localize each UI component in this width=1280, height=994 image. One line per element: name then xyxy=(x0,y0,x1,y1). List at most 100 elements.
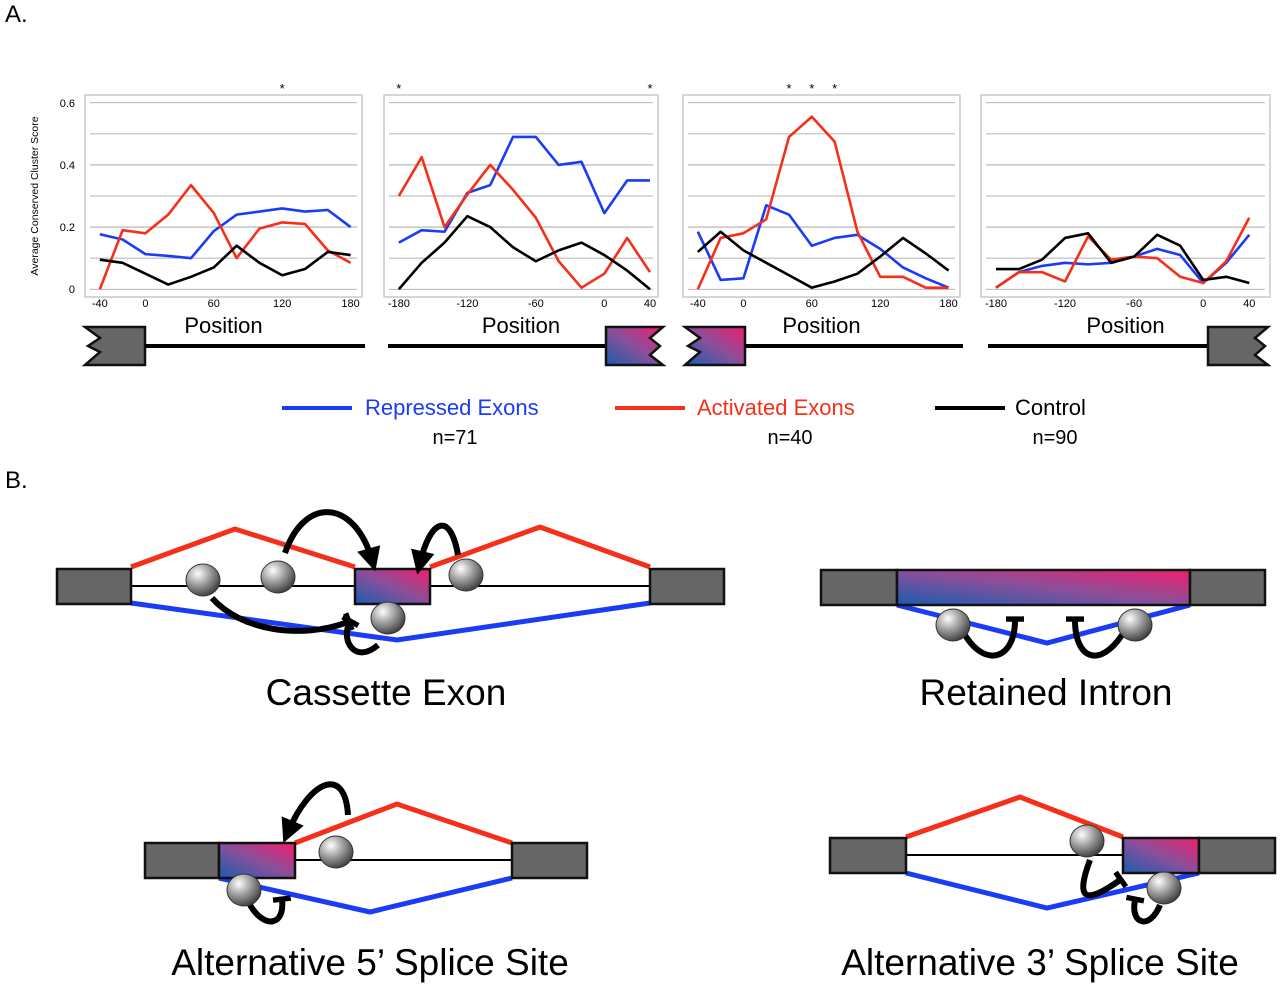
legend-count: n=71 xyxy=(432,427,477,449)
retained-intron-diagram: Retained Intron xyxy=(819,568,1267,713)
exon xyxy=(828,836,908,875)
series-line xyxy=(99,207,352,260)
intron-region xyxy=(895,568,1192,607)
x-tick-label: 60 xyxy=(208,298,220,310)
legend-label: Control xyxy=(1015,395,1086,420)
series-line xyxy=(398,135,651,244)
y-tick-label: 0 xyxy=(69,284,75,296)
y-axis-title: Average Conserved Cluster Score xyxy=(29,116,41,275)
legend-count: n=90 xyxy=(1032,427,1077,449)
x-tick-label: -40 xyxy=(690,298,706,310)
significance-star: * xyxy=(396,81,401,96)
significance-star: * xyxy=(832,81,837,96)
diagram-label: Alternative 5’ Splice Site xyxy=(171,942,569,983)
proximal-junction xyxy=(905,794,1124,840)
series-line xyxy=(397,155,652,289)
inclusion-junction xyxy=(130,526,356,570)
legend-count: n=40 xyxy=(767,427,812,449)
x-tick-label: -120 xyxy=(1054,298,1076,310)
x-tick-label: -180 xyxy=(985,298,1007,310)
exon xyxy=(55,567,133,606)
repression-arrow xyxy=(1065,616,1125,659)
x-tick-label: -60 xyxy=(1126,298,1142,310)
chart: 0 0.2 0.4 0.6 -40 0 60 120 180 Position Average Co… xyxy=(29,81,363,338)
x-axis-title: Position xyxy=(184,313,262,338)
chart: -180 -120 -60 0 40 Position xyxy=(980,94,1271,338)
distal-junction xyxy=(218,875,513,915)
x-tick-label: 120 xyxy=(871,298,889,310)
exon xyxy=(353,567,432,606)
series-line xyxy=(995,231,1250,285)
x-tick-label: 60 xyxy=(806,298,818,310)
x-axis-title: Position xyxy=(1086,313,1164,338)
significance-star: * xyxy=(786,81,791,96)
diagram-label: Alternative 3’ Splice Site xyxy=(841,942,1239,983)
protein xyxy=(370,601,406,635)
x-tick-label: 0 xyxy=(601,298,607,310)
legend-label: Repressed Exons xyxy=(365,395,539,420)
y-tick-label: 0.2 xyxy=(60,222,75,234)
exon xyxy=(681,325,747,367)
panel-label: B. xyxy=(5,467,28,494)
exon xyxy=(1188,568,1267,607)
exon xyxy=(1206,325,1272,367)
protein xyxy=(935,608,971,642)
diagram-label: Cassette Exon xyxy=(266,672,507,713)
y-tick-label: 0.4 xyxy=(60,160,75,172)
exon xyxy=(604,325,667,367)
x-axis-title: Position xyxy=(482,313,560,338)
chart: -180 -120 -60 0 40 Position * * xyxy=(383,81,659,338)
protein xyxy=(1146,871,1182,905)
repression-arrow xyxy=(247,895,292,925)
series-line xyxy=(397,214,651,291)
protein xyxy=(185,563,221,597)
panel-label: A. xyxy=(5,1,28,28)
activation-arrow xyxy=(282,509,381,572)
repression-arrow xyxy=(962,616,1025,659)
repression-arrow xyxy=(1125,894,1163,925)
activation-arrow xyxy=(411,522,461,575)
exon xyxy=(81,325,147,367)
chart: -40 0 60 120 180 Position * * * xyxy=(682,81,961,338)
series-line xyxy=(696,230,950,289)
series-line xyxy=(98,183,352,290)
x-tick-label: -180 xyxy=(388,298,410,310)
alt3-diagram: Alternative 3’ Splice Site xyxy=(828,794,1277,983)
x-tick-label: 120 xyxy=(273,298,291,310)
series-line xyxy=(696,115,949,290)
cassette-diagram: Cassette Exon xyxy=(55,509,726,713)
repression-arrow xyxy=(341,614,380,656)
exon xyxy=(819,568,899,607)
protein xyxy=(448,558,484,592)
exon xyxy=(1197,836,1277,875)
legend-label: Activated Exons xyxy=(697,395,855,420)
activation-arrow xyxy=(281,781,351,844)
exon xyxy=(217,841,297,880)
x-tick-label: 40 xyxy=(1243,298,1255,310)
x-axis-title: Position xyxy=(782,313,860,338)
protein xyxy=(318,835,354,869)
repression-arrow xyxy=(209,595,355,634)
significance-star: * xyxy=(280,81,285,96)
x-tick-label: 40 xyxy=(644,298,656,310)
inclusion-junction xyxy=(429,524,651,570)
alt5-diagram: Alternative 5’ Splice Site xyxy=(143,781,589,983)
exon xyxy=(143,841,221,880)
gene-glyphs xyxy=(81,325,1272,367)
skipping-junction xyxy=(130,600,651,643)
protein xyxy=(1117,608,1153,642)
y-tick-label: 0.6 xyxy=(60,98,75,110)
x-tick-label: -60 xyxy=(528,298,544,310)
protein xyxy=(1069,824,1105,858)
protein xyxy=(226,873,262,907)
repression-arrow xyxy=(1080,858,1129,899)
exon xyxy=(510,841,589,880)
proximal-junction xyxy=(294,801,513,846)
x-tick-label: 0 xyxy=(740,298,746,310)
protein xyxy=(260,560,296,594)
series-line xyxy=(99,244,351,286)
exon xyxy=(1121,836,1201,875)
x-tick-label: 180 xyxy=(939,298,957,310)
x-tick-label: 0 xyxy=(1200,298,1206,310)
